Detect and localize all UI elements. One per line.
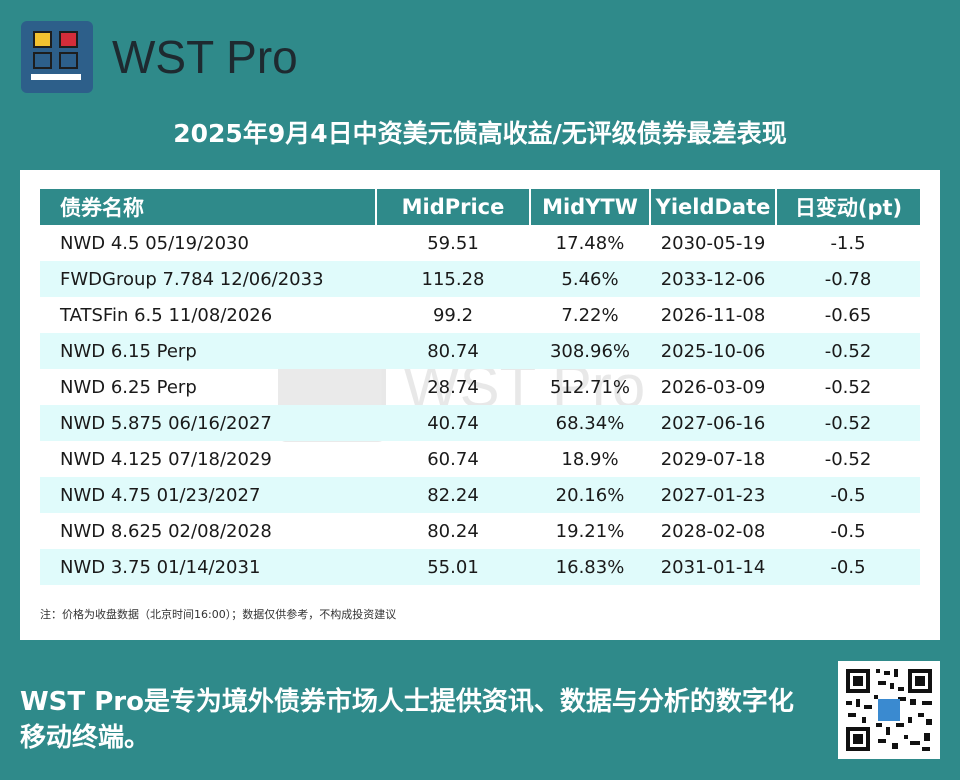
cell-midytw: 68.34%: [530, 405, 650, 441]
cell-yielddate: 2033-12-06: [650, 261, 776, 297]
logo-square-yellow: [33, 31, 52, 48]
cell-yielddate: 2026-03-09: [660, 376, 766, 398]
cell-bond-name: NWD 6.25 Perp: [60, 376, 197, 398]
cell-bond-name: NWD 4.5 05/19/2030: [60, 232, 249, 254]
cell-daily-change: -1.5: [830, 232, 866, 254]
cell-daily-change: -0.65: [824, 304, 872, 326]
brand-name: WST Pro: [112, 31, 298, 83]
cell-midytw: 17.48%: [555, 232, 625, 254]
table-row: NWD 4.5 05/19/2030 59.51 17.48% 2030-05-19 -…: [40, 225, 920, 261]
table-row: NWD 3.75 01/14/2031 55.01 16.83% 2031-01-14…: [40, 549, 920, 585]
cell-bond-name: NWD 8.625 02/08/2028: [60, 520, 272, 542]
bond-table: 债券名称 MidPrice MidYTW YieldDate 日变动(pt) N…: [40, 189, 920, 585]
col-header-midprice: MidPrice: [375, 189, 530, 225]
cell-yielddate: 2027-01-23: [650, 477, 776, 513]
cell-midprice: 59.51: [427, 232, 479, 254]
cell-midytw: 18.9%: [561, 448, 619, 470]
cell-midprice: 115.28: [376, 261, 530, 297]
cell-midprice: 99.2: [432, 304, 474, 326]
table-header-row: 债券名称 MidPrice MidYTW YieldDate 日变动(pt): [40, 189, 920, 225]
col-header-bond-name: 债券名称: [40, 189, 376, 225]
col-header-daily-change: 日变动(pt): [775, 189, 920, 225]
cell-yielddate: 2028-02-08: [660, 520, 766, 542]
cell-yielddate: 2029-07-18: [660, 448, 766, 470]
table-row: NWD 6.25 Perp 28.74 512.71% 2026-03-09 -0.52: [40, 369, 920, 405]
cell-daily-change: -0.5: [776, 549, 920, 585]
cell-daily-change: -0.52: [776, 405, 920, 441]
cell-daily-change: -0.52: [776, 333, 920, 369]
footnote: 注：价格为收盘数据（北京时间16:00）；数据仅供参考，不构成投资建议: [40, 608, 397, 621]
cell-midprice: 55.01: [376, 549, 530, 585]
cell-midprice: 40.74: [376, 405, 530, 441]
brand-logo-icon: [21, 21, 93, 93]
cell-bond-name: NWD 3.75 01/14/2031: [40, 549, 376, 585]
cell-daily-change: -0.5: [776, 477, 920, 513]
col-header-yielddate: YieldDate: [649, 189, 776, 225]
cell-yielddate: 2027-06-16: [650, 405, 776, 441]
table-row: FWDGroup 7.784 12/06/2033 115.28 5.46% 2033…: [40, 261, 920, 297]
cell-daily-change: -0.52: [824, 376, 872, 398]
table-row: NWD 4.75 01/23/2027 82.24 20.16% 2027-01-23…: [40, 477, 920, 513]
cell-midprice: 28.74: [427, 376, 479, 398]
cell-yielddate: 2030-05-19: [660, 232, 766, 254]
cell-midprice: 82.24: [376, 477, 530, 513]
cell-midytw: 512.71%: [549, 376, 631, 398]
logo-square-red: [59, 31, 78, 48]
logo-square-blue-2: [59, 52, 78, 69]
table-card: WST Pro 债券名称 MidPrice MidYTW YieldDate 日…: [20, 170, 940, 640]
cell-midytw: 7.22%: [561, 304, 619, 326]
qr-code-icon: [838, 661, 940, 759]
cell-midytw: 20.16%: [530, 477, 650, 513]
table-row: NWD 4.125 07/18/2029 60.74 18.9% 2029-07-18…: [40, 441, 920, 477]
qr-center-logo: [878, 699, 900, 721]
table-row: NWD 5.875 06/16/2027 40.74 68.34% 2027-06-1…: [40, 405, 920, 441]
cell-daily-change: -0.5: [830, 520, 866, 542]
cell-bond-name: FWDGroup 7.784 12/06/2033: [40, 261, 376, 297]
cell-midprice: 80.24: [427, 520, 479, 542]
logo-square-blue-1: [33, 52, 52, 69]
cell-midytw: 16.83%: [530, 549, 650, 585]
cell-yielddate: 2025-10-06: [650, 333, 776, 369]
table-row: NWD 8.625 02/08/2028 80.24 19.21% 2028-02-0…: [40, 513, 920, 549]
cell-midprice: 60.74: [427, 448, 479, 470]
col-header-midytw: MidYTW: [529, 189, 650, 225]
cell-bond-name: NWD 6.15 Perp: [40, 333, 376, 369]
cell-midprice: 80.74: [376, 333, 530, 369]
cell-bond-name: NWD 4.75 01/23/2027: [40, 477, 376, 513]
cell-daily-change: -0.52: [824, 448, 872, 470]
cell-yielddate: 2026-11-08: [660, 304, 766, 326]
page-title: 2025年9月4日中资美元债高收益/无评级债券最差表现: [173, 119, 787, 148]
table-row: TATSFin 6.5 11/08/2026 99.2 7.22% 2026-11-0…: [40, 297, 920, 333]
cell-yielddate: 2031-01-14: [650, 549, 776, 585]
cell-midytw: 308.96%: [530, 333, 650, 369]
table-row: NWD 6.15 Perp 80.74 308.96% 2025-10-06 -0.52: [40, 333, 920, 369]
cell-bond-name: NWD 5.875 06/16/2027: [40, 405, 376, 441]
logo-stand: [31, 74, 81, 80]
footer-tagline: WST Pro是专为境外债券市场人士提供资讯、数据与分析的数字化移动终端。: [20, 687, 794, 753]
cell-bond-name: TATSFin 6.5 11/08/2026: [60, 304, 273, 326]
cell-midytw: 5.46%: [530, 261, 650, 297]
cell-daily-change: -0.78: [776, 261, 920, 297]
cell-midytw: 19.21%: [555, 520, 625, 542]
cell-bond-name: NWD 4.125 07/18/2029: [60, 448, 272, 470]
qr-code-graphic: [846, 669, 932, 751]
